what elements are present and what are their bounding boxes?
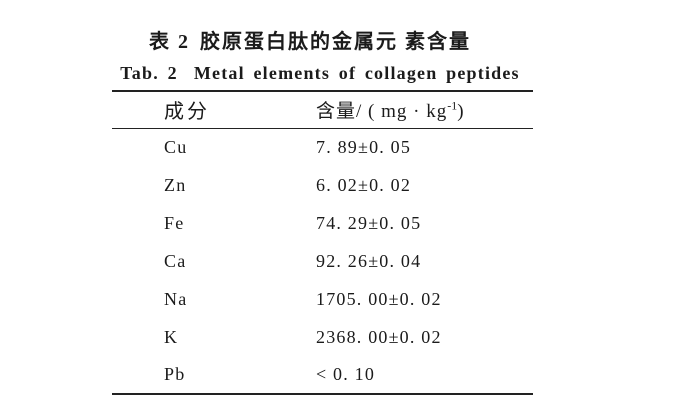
table-caption-en-title: Metal elements of collagen peptides bbox=[193, 63, 520, 83]
table-row: Cu 7. 89±0. 05 bbox=[112, 128, 533, 166]
table-row: Zn 6. 02±0. 02 bbox=[112, 166, 533, 204]
column-header-component: 成分 bbox=[112, 91, 282, 129]
element-cell: K bbox=[164, 326, 179, 347]
content-cell: 1705. 00±0. 02 bbox=[316, 288, 442, 309]
table-row: Ca 92. 26±0. 04 bbox=[112, 242, 533, 280]
table-caption-en: Tab. 2 Metal elements of collagen peptide… bbox=[87, 63, 553, 84]
element-cell: Zn bbox=[164, 174, 187, 195]
table-caption-en-label: Tab. 2 bbox=[120, 63, 178, 83]
table-row: Na 1705. 00±0. 02 bbox=[112, 280, 533, 318]
column-header-content: 含量/ ( mg · kg-1) bbox=[282, 91, 533, 129]
content-cell: 2368. 00±0. 02 bbox=[316, 326, 442, 347]
element-cell: Na bbox=[164, 288, 188, 309]
content-cell: 6. 02±0. 02 bbox=[316, 174, 412, 195]
element-cell: Ca bbox=[164, 250, 187, 271]
element-cell: Fe bbox=[164, 212, 185, 233]
metal-elements-table: 成分 含量/ ( mg · kg-1) Cu 7. 89±0. 05 Zn 6.… bbox=[112, 90, 533, 395]
table-caption-zh-label: 表 2 bbox=[149, 31, 190, 53]
element-cell: Cu bbox=[164, 136, 188, 157]
element-cell: Pb bbox=[164, 364, 186, 384]
table-row: Fe 74. 29±0. 05 bbox=[112, 204, 533, 242]
content-cell: 74. 29±0. 05 bbox=[316, 212, 422, 233]
table-row: Pb < 0. 10 bbox=[112, 356, 533, 394]
content-cell: 7. 89±0. 05 bbox=[316, 136, 412, 157]
table-caption-zh-title: 胶原蛋白肽的金属元 素含量 bbox=[200, 31, 471, 53]
unit-text: 含量/ ( mg · kg bbox=[316, 101, 448, 123]
table-header-row: 成分 含量/ ( mg · kg-1) bbox=[112, 91, 533, 129]
table-caption-zh: 表 2 胶原蛋白肽的金属元 素含量 bbox=[97, 25, 523, 54]
unit-close-paren: ) bbox=[457, 101, 465, 123]
content-cell: 92. 26±0. 04 bbox=[316, 250, 422, 271]
content-cell: < 0. 10 bbox=[316, 364, 376, 384]
table-row: K 2368. 00±0. 02 bbox=[112, 318, 533, 356]
unit-superscript: -1 bbox=[447, 98, 458, 113]
